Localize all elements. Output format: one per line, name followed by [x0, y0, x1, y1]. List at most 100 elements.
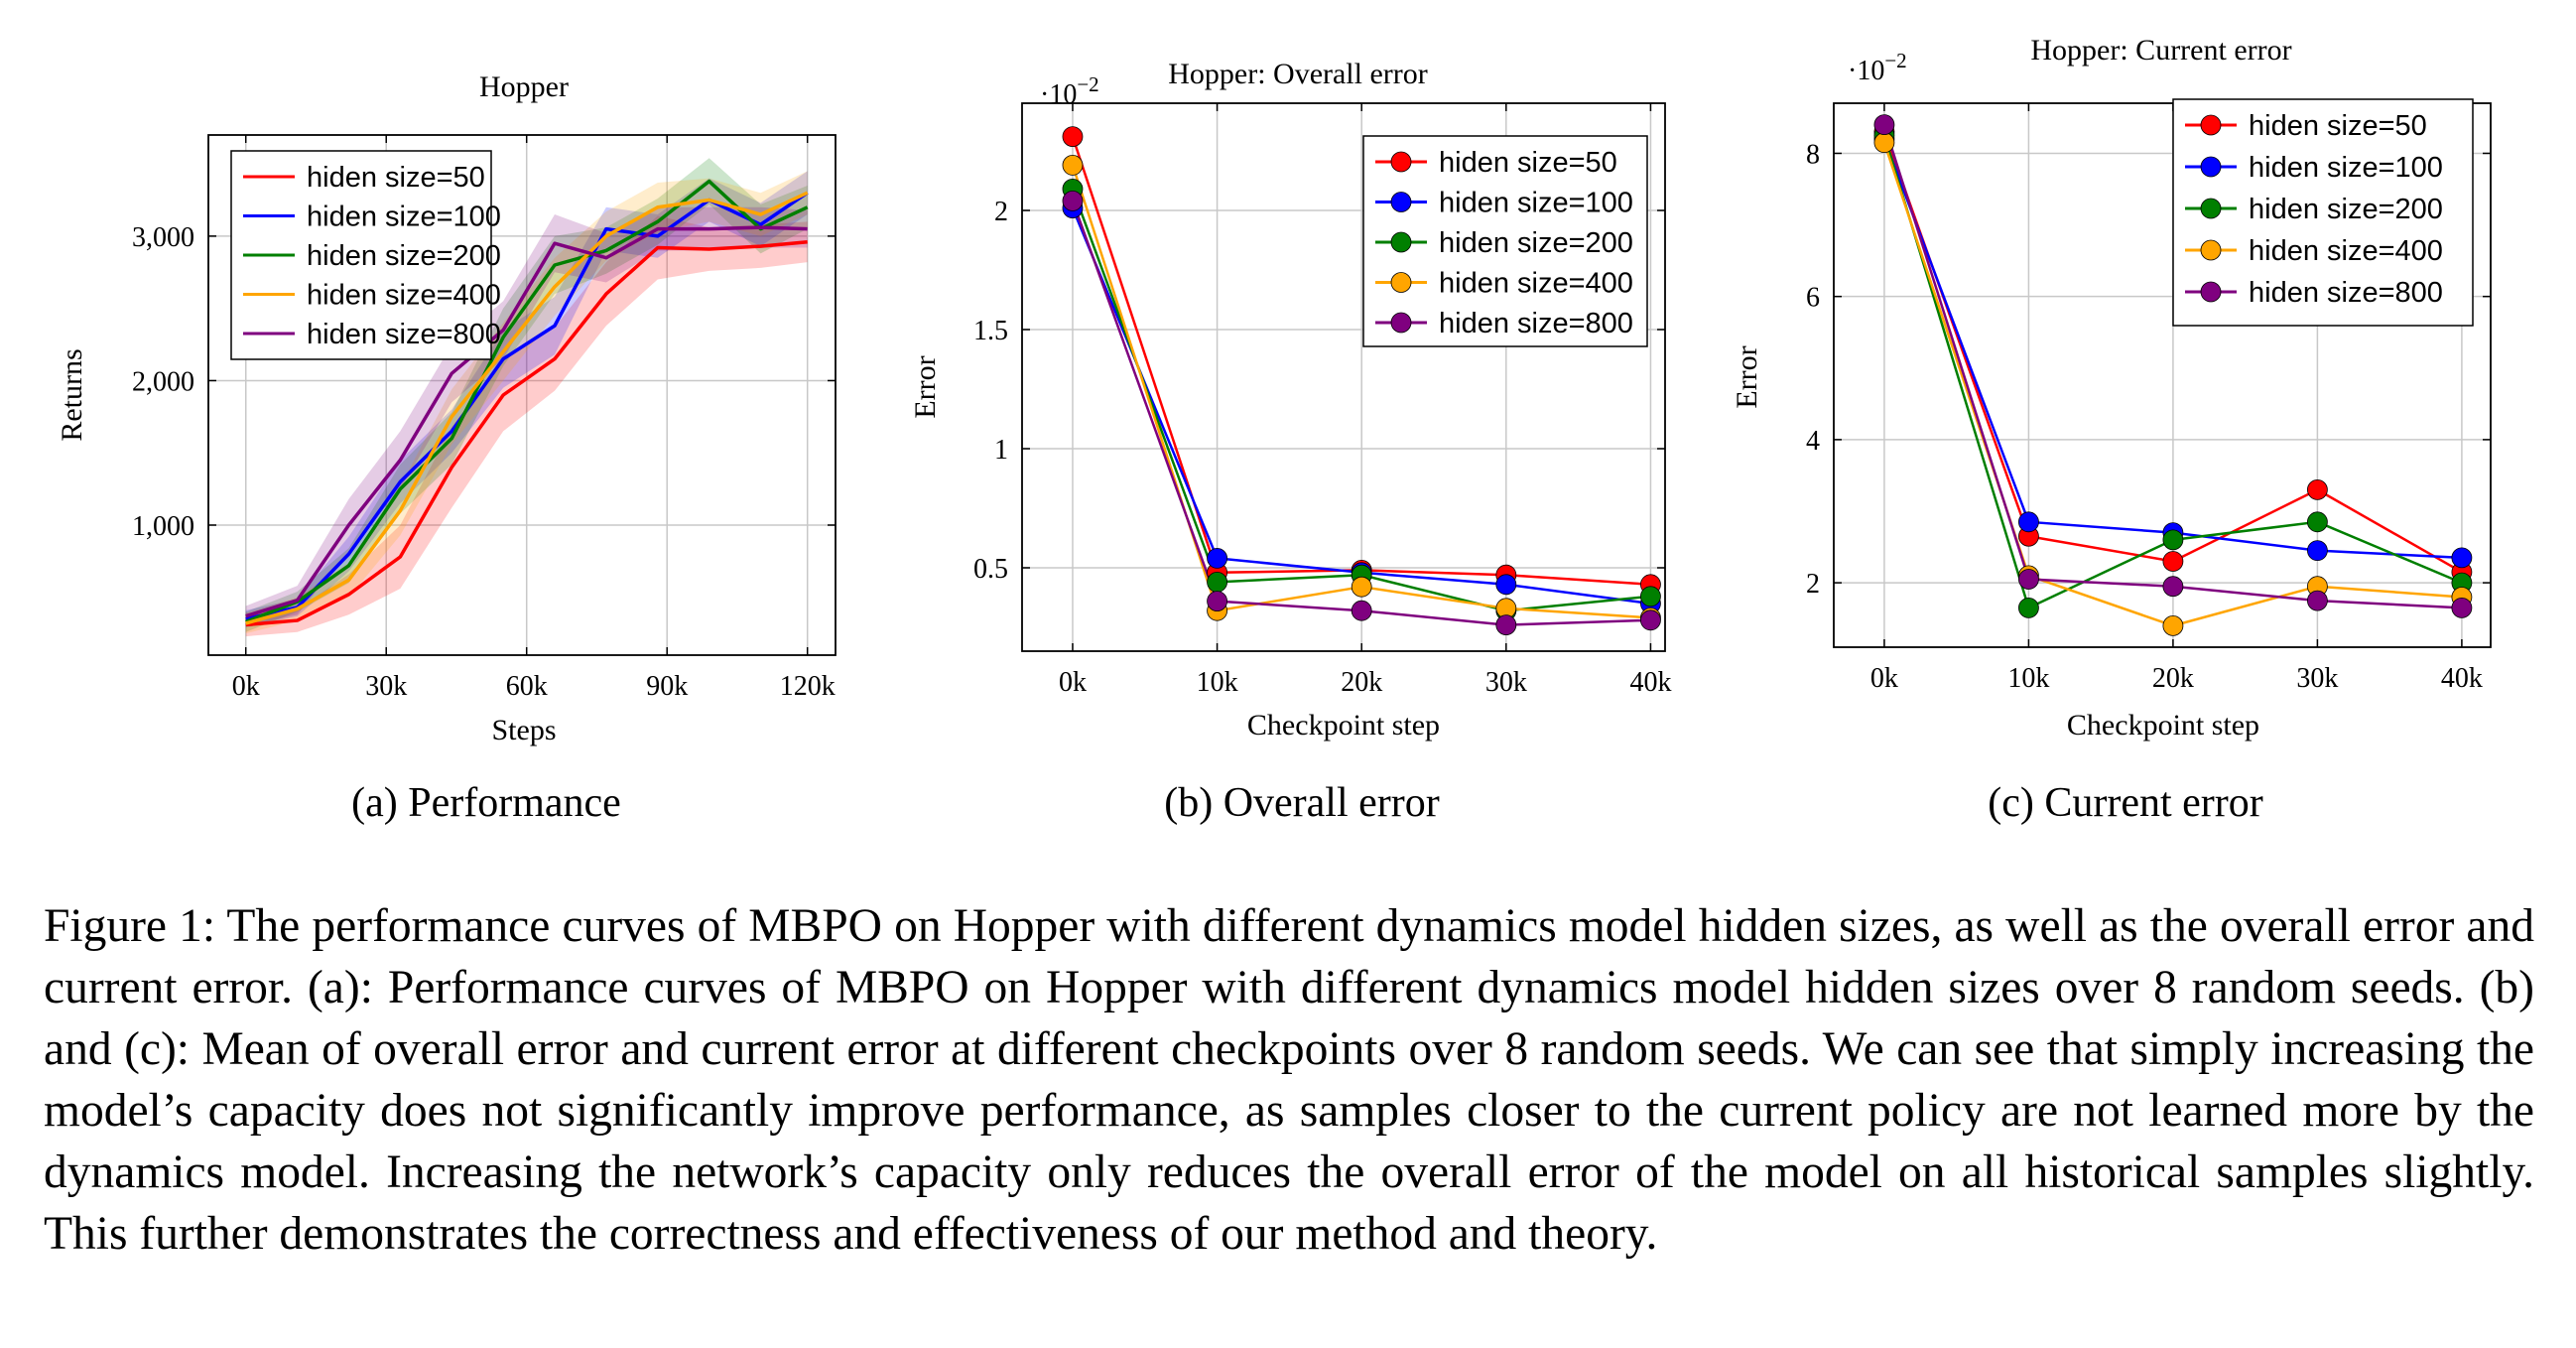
legend-swatch-marker: [2200, 114, 2222, 136]
data-point: [1873, 132, 1895, 154]
legend-entry-4: hiden size=400: [2249, 235, 2443, 267]
plot-frame: [1833, 102, 2492, 648]
confidence-band-1: [245, 215, 808, 637]
x-axis-label: Steps: [491, 714, 556, 746]
data-point: [1351, 600, 1372, 621]
data-point: [2162, 576, 2184, 598]
legend-entry-1: hiden size=50: [1439, 147, 1617, 179]
legend-entry-2: hiden size=100: [1439, 188, 1633, 219]
legend-entry-1: hiden size=50: [2249, 110, 2427, 142]
x-tick-label: 10k: [2007, 663, 2049, 694]
x-tick-label: 0k: [232, 671, 260, 702]
subfigure-caption: (a) Performance: [351, 780, 621, 826]
data-point: [1495, 574, 1517, 596]
legend-swatch-marker: [1390, 192, 1412, 212]
y-axis-label: Error: [909, 355, 942, 418]
legend-swatch-marker: [2200, 198, 2222, 219]
x-tick-label: 10k: [1197, 667, 1238, 698]
x-tick-label: 20k: [1341, 667, 1382, 698]
x-tick-label: 30k: [2296, 663, 2338, 694]
plot-frame: [207, 134, 837, 656]
x-tick-label: 90k: [646, 671, 688, 702]
legend-entry-5: hiden size=800: [307, 319, 501, 350]
y-tick-label: 6: [1806, 283, 1820, 314]
legend-entry-1: hiden size=50: [307, 162, 485, 194]
data-point: [2018, 511, 2039, 533]
data-point: [2162, 551, 2184, 572]
figure: 0k 30k 60k 90k 120k1,0002,0003,000HopperStep…: [56, 34, 2492, 826]
legend-entry-4: hiden size=400: [307, 280, 501, 312]
legend-entry-3: hiden size=200: [307, 240, 501, 272]
confidence-band-3: [245, 158, 808, 632]
legend-swatch-marker: [2200, 156, 2222, 178]
chart-title: Hopper: Current error: [2030, 34, 2291, 67]
chart-title: Hopper: Overall error: [1168, 58, 1428, 90]
y-tick-label: 1,000: [132, 511, 194, 542]
data-point: [2307, 540, 2328, 562]
series-line-5: [245, 225, 808, 618]
x-tick-label: 20k: [2152, 663, 2194, 694]
legend-entry-4: hiden size=400: [1439, 268, 1633, 300]
data-point: [1207, 591, 1227, 611]
legend-entry-3: hiden size=200: [1439, 227, 1633, 259]
axis-multiplier: ·10−2: [1040, 72, 1099, 110]
data-point: [1351, 576, 1372, 598]
legend-swatch-marker: [2200, 239, 2222, 261]
figure-caption: Figure 1: The performance curves of MBPO…: [44, 895, 2534, 1265]
series-line-3: [245, 179, 809, 624]
confidence-band-4: [245, 171, 808, 634]
data-point: [2451, 547, 2473, 569]
data-point: [2162, 529, 2184, 551]
y-tick-label: 0.5: [973, 554, 1008, 585]
data-point: [2307, 590, 2328, 611]
x-tick-label: 120k: [780, 671, 836, 702]
x-tick-label: 40k: [1629, 667, 1671, 698]
y-tick-label: 2,000: [132, 366, 194, 397]
x-axis-label: Checkpoint step: [2067, 709, 2259, 741]
y-tick-label: 3,000: [132, 222, 194, 253]
subfigure-caption: (c) Current error: [1988, 780, 2263, 826]
legend-swatch-marker: [2200, 281, 2222, 303]
legend-entry-5: hiden size=800: [2249, 277, 2443, 309]
legend: hiden size=50 hiden size=100 hiden size=20…: [1362, 135, 1648, 347]
x-tick-label: 30k: [1485, 667, 1527, 698]
data-point: [2307, 511, 2328, 533]
data-point: [2451, 597, 2473, 618]
y-tick-label: 2: [1806, 569, 1820, 600]
y-axis-label: Error: [1731, 345, 1763, 408]
legend: hiden size=50 hiden size=100 hiden size=20…: [2172, 98, 2474, 327]
figure-caption-text: Figure 1: The performance curves of MBPO…: [44, 900, 2534, 1260]
x-tick-label: 30k: [365, 671, 407, 702]
legend-entry-3: hiden size=200: [2249, 194, 2443, 225]
data-point: [2018, 597, 2039, 618]
confidence-band-2: [245, 171, 808, 628]
legend-entry-2: hiden size=100: [2249, 152, 2443, 184]
chart-1: 0k 30k 60k 90k 120k 1,000 2,000 3,000 Hopper Step…: [56, 70, 837, 826]
y-tick-label: 4: [1806, 426, 1820, 457]
series-line-1: [245, 239, 808, 627]
chart-3: 0k 10k 20k 30k 40k 2 4 6 8 ·10−2 Hopper: Current e…: [1731, 34, 2492, 826]
legend-swatch-marker: [1390, 312, 1412, 334]
data-point: [1062, 190, 1084, 211]
y-tick-label: 2: [994, 197, 1008, 227]
legend-entry-5: hiden size=800: [1439, 308, 1633, 339]
series-line-4: [245, 191, 809, 625]
data-point: [2307, 478, 2328, 500]
data-point: [1062, 154, 1084, 176]
plot-area: [245, 158, 809, 637]
y-tick-label: 8: [1806, 139, 1820, 170]
data-point: [2018, 569, 2039, 590]
axis-multiplier: ·10−2: [1848, 49, 1907, 86]
legend-swatch-marker: [1390, 231, 1412, 253]
legend-entry-2: hiden size=100: [307, 202, 501, 233]
chart-2: 0k 10k 20k 30k 40k 0.5 1 1.5 2 ·10−2 Hopper: Overa…: [909, 58, 1671, 826]
data-point: [2162, 614, 2184, 636]
chart-title: Hopper: [479, 70, 569, 103]
legend-swatch-marker: [1390, 151, 1412, 173]
legend: hiden size=50 hiden size=100 hiden size=20…: [230, 150, 501, 360]
data-point: [1207, 548, 1227, 569]
x-tick-label: 40k: [2441, 663, 2483, 694]
data-point: [1495, 614, 1517, 635]
legend-box: [2172, 98, 2474, 327]
data-point: [1873, 114, 1895, 136]
